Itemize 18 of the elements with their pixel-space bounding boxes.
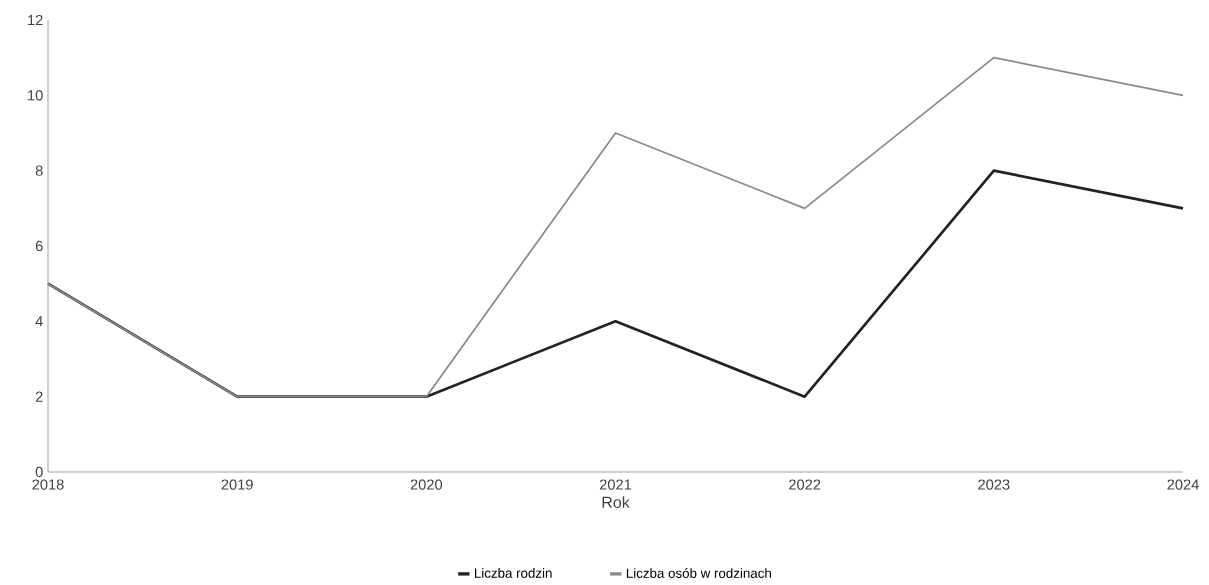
line-series — [47, 56, 1184, 398]
x-tick-label: 2024 — [1167, 479, 1199, 490]
y-tick-label: 8 — [35, 165, 43, 176]
x-tick-label: 2020 — [410, 479, 443, 490]
legend-label: Liczba osób w rodzinach — [626, 567, 771, 578]
x-tick-label: 2018 — [32, 479, 64, 490]
y-tick-label: 4 — [35, 316, 43, 327]
legend-label: Liczba rodzin — [474, 568, 552, 578]
x-tick-label: 2019 — [221, 479, 253, 490]
x-tick-label: 2023 — [978, 479, 1010, 490]
x-axis-title: Rok — [602, 496, 630, 508]
y-tick-label: 10 — [28, 90, 43, 101]
x-tick-label: 2021 — [599, 479, 632, 490]
y-tick-label: 6 — [35, 240, 43, 252]
y-tick-label: 0 — [35, 466, 43, 478]
y-tick-label: 2 — [35, 391, 43, 402]
y-tick-label: 12 — [28, 14, 43, 26]
x-tick-label: 2022 — [789, 479, 821, 490]
